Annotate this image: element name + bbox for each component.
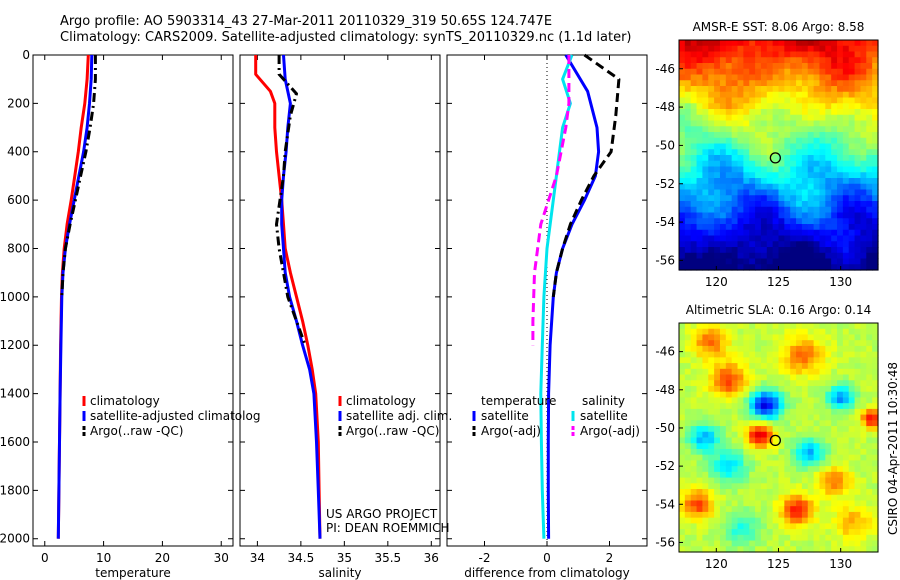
temperature-axes-box <box>32 54 234 547</box>
temperature-ytick-label: 200 <box>7 96 30 110</box>
temperature-ytick-label: 1200 <box>0 338 30 352</box>
sst_map-xtick-label: 125 <box>767 275 790 289</box>
difference-legend-group-title: temperature <box>481 394 556 408</box>
difference-legend-entry: Argo(-adj) <box>481 424 541 438</box>
sst_map-title: AMSR-E SST: 8.06 Argo: 8.58 <box>693 20 865 34</box>
sst_map-heatmap-cells <box>679 40 879 271</box>
salinity-xtick-label: 34 <box>250 551 265 565</box>
difference-xtick-label: -2 <box>479 551 491 565</box>
difference-xlabel: difference from climatology <box>464 566 630 580</box>
credit-stamp: CSIRO 04-Apr-2011 10:30:48 <box>886 361 900 535</box>
salinity-xtick-label: 34.5 <box>288 551 315 565</box>
temperature-ytick-label: 2000 <box>0 532 30 546</box>
sst_map-ytick-label: -48 <box>655 100 675 114</box>
temperature-ytick-label: 400 <box>7 145 30 159</box>
temperature-legend-entry: climatology <box>90 394 160 408</box>
difference-xtick-label: 0 <box>543 551 551 565</box>
sla_map-ytick-label: -54 <box>655 497 675 511</box>
sla_map-heatmap-cells <box>679 323 879 553</box>
temperature-ytick-label: 1800 <box>0 483 30 497</box>
temperature-ytick-label: 0 <box>22 48 30 62</box>
difference-series-salinity-satellite <box>539 54 574 539</box>
sst_map-ytick-label: -54 <box>655 215 675 229</box>
salinity-series-climatology <box>254 55 322 539</box>
difference-series-salinity-argo-adj- <box>531 55 571 346</box>
sla_map-ytick-label: -48 <box>655 383 675 397</box>
temperature-xlabel: temperature <box>95 566 170 580</box>
credit-pi: PI: DEAN ROEMMICH <box>326 521 450 535</box>
salinity-xtick-label: 35 <box>337 551 352 565</box>
sla_map-ytick-label: -46 <box>655 345 675 359</box>
sla_map-xtick-label: 120 <box>705 557 728 571</box>
temperature-xtick-label: 30 <box>214 551 229 565</box>
sst_map-ytick-label: -50 <box>655 138 675 152</box>
difference-legend-entry: Argo(-adj) <box>580 424 640 438</box>
figure-title-line2: Climatology: CARS2009. Satellite-adjuste… <box>60 30 632 45</box>
sla_map-ytick-label: -52 <box>655 459 675 473</box>
salinity-xtick-label: 35.5 <box>374 551 401 565</box>
temperature-xtick-label: 20 <box>155 551 170 565</box>
salinity-legend-entry: satellite adj. clim. <box>346 409 452 423</box>
sst_map-ytick-label: -52 <box>655 177 675 191</box>
temperature-series-argo-raw-qc- <box>60 55 97 297</box>
sst_map-ytick-label: -46 <box>655 62 675 76</box>
difference-legend-group-title: salinity <box>582 394 625 408</box>
difference-series-temperature-satellite <box>546 54 601 539</box>
temperature-ytick-label: 1600 <box>0 435 30 449</box>
temperature-ytick-label: 1000 <box>0 290 30 304</box>
figure-title-line1: Argo profile: AO 5903314_43 27-Mar-2011 … <box>60 14 553 29</box>
difference-legend-entry: satellite <box>580 409 628 423</box>
temperature-xtick-label: 0 <box>41 551 49 565</box>
sst_map-ytick-label: -56 <box>655 253 675 267</box>
salinity-legend-entry: climatology <box>346 394 416 408</box>
sla_map-ytick-label: -50 <box>655 421 675 435</box>
salinity-series-argo-raw-qc- <box>275 55 307 346</box>
temperature-ytick-label: 600 <box>7 193 30 207</box>
salinity-xtick-label: 36 <box>424 551 439 565</box>
sst_map-argo-marker <box>769 152 782 164</box>
temperature-ytick-label: 1400 <box>0 387 30 401</box>
salinity-xlabel: salinity <box>318 566 361 580</box>
temperature-ytick-label: 800 <box>7 241 30 255</box>
sst_map-xtick-label: 120 <box>705 275 728 289</box>
credit-project: US ARGO PROJECT <box>326 507 438 521</box>
temperature-series-satellite-adjusted-climatolog <box>56 54 94 539</box>
difference-legend-entry: satellite <box>481 409 529 423</box>
sst_map-xtick-label: 130 <box>829 275 852 289</box>
temperature-legend-entry: Argo(..raw -QC) <box>90 424 183 438</box>
sla_map-argo-marker <box>769 434 782 447</box>
sla_map-ytick-label: -56 <box>655 535 675 549</box>
sla_map-xtick-label: 130 <box>829 557 852 571</box>
temperature-legend-entry: satellite-adjusted climatolog <box>90 409 260 423</box>
sla_map-title: Altimetric SLA: 0.16 Argo: 0.14 <box>686 303 871 317</box>
salinity-axes-box <box>239 54 441 547</box>
difference-series-temperature-argo-adj- <box>551 53 621 298</box>
sla_map-xtick-label: 125 <box>767 557 790 571</box>
difference-xtick-label: 2 <box>606 551 614 565</box>
temperature-xtick-label: 10 <box>96 551 111 565</box>
salinity-legend-entry: Argo(..raw -QC) <box>346 424 439 438</box>
